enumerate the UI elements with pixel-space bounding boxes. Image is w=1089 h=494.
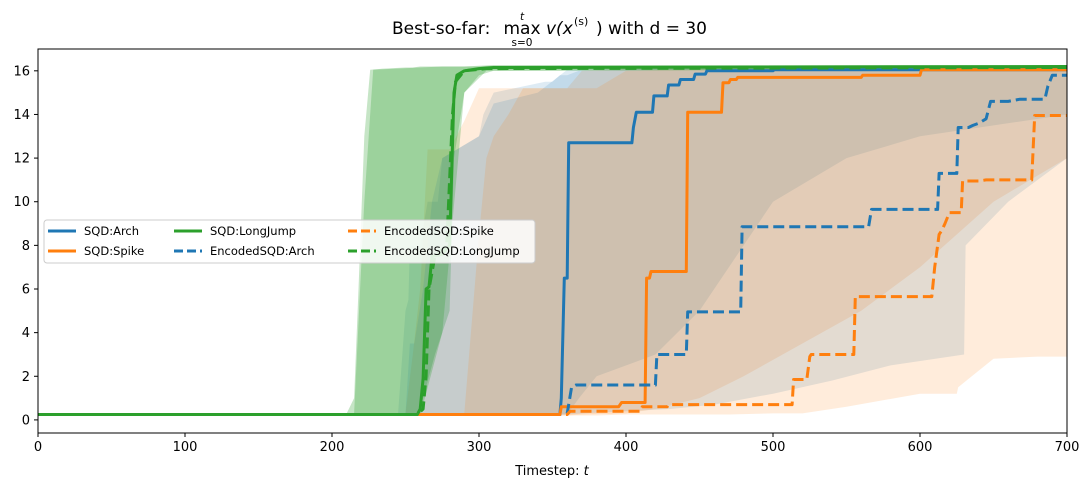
legend: SQD:Arch SQD:Spike SQD:LongJump EncodedSQD:… xyxy=(43,219,536,264)
x-tick-label: 700 xyxy=(1055,440,1080,455)
x-tick-label: 600 xyxy=(908,440,933,455)
band-encodedsqd-arch xyxy=(38,66,1067,416)
x-axis-title-var: t xyxy=(584,464,590,479)
y-tick-label: 2 xyxy=(22,370,30,385)
y-tick-label: 12 xyxy=(13,152,30,167)
legend-box xyxy=(43,219,536,264)
y-tick-label: 16 xyxy=(13,64,30,79)
y-tick-label: 6 xyxy=(22,283,30,298)
legend-label-sqd-arch: SQD:Arch xyxy=(84,224,139,238)
band-encodedsqd-spike xyxy=(38,66,1067,416)
x-tick-label: 300 xyxy=(467,440,492,455)
title-op-upper: t xyxy=(520,11,525,23)
line-sqd-spike xyxy=(38,68,1067,416)
band-sqd-arch xyxy=(38,66,1067,416)
y-tick-label: 10 xyxy=(13,195,30,210)
title-expr-sup: (s) xyxy=(574,15,588,28)
x-axis-title-text: Timestep: xyxy=(514,464,583,479)
legend-label-encodedsqd-longjump: EncodedSQD:LongJump xyxy=(384,244,520,258)
chart-title: Best-so-far: t max s=0 v(x (s) ) with d … xyxy=(392,11,707,49)
y-tick-label: 8 xyxy=(22,239,30,254)
title-prefix: Best-so-far: xyxy=(392,19,490,39)
line-sqd-arch xyxy=(38,68,1067,416)
x-tick-label: 500 xyxy=(761,440,786,455)
x-tick-label: 200 xyxy=(320,440,345,455)
legend-label-encodedsqd-arch: EncodedSQD:Arch xyxy=(210,244,315,258)
y-tick-label: 14 xyxy=(13,108,30,123)
x-tick-label: 0 xyxy=(34,440,42,455)
title-op: max xyxy=(503,19,540,39)
legend-label-encodedsqd-spike: EncodedSQD:Spike xyxy=(384,224,494,238)
title-expr-a: v(x xyxy=(546,19,574,39)
y-tick-label: 4 xyxy=(22,326,30,341)
x-tick-label: 100 xyxy=(173,440,198,455)
title-op-lower: s=0 xyxy=(512,37,533,49)
title-expr-b: ) with d = 30 xyxy=(596,19,707,39)
x-axis: 0 100 200 300 400 500 600 700 xyxy=(34,433,1080,455)
confidence-bands xyxy=(38,65,1067,416)
legend-label-sqd-longjump: SQD:LongJump xyxy=(210,224,296,238)
x-axis-title: Timestep: t xyxy=(514,464,589,479)
line-encodedsqd-arch xyxy=(38,73,1067,416)
x-tick-label: 400 xyxy=(614,440,639,455)
band-sqd-spike xyxy=(38,66,1067,416)
y-tick-label: 0 xyxy=(22,413,30,428)
legend-label-sqd-spike: SQD:Spike xyxy=(84,244,144,258)
y-axis: 0 2 4 6 8 10 12 14 16 xyxy=(13,64,38,428)
line-encodedsqd-spike xyxy=(38,114,1067,416)
plot-frame xyxy=(37,48,1068,434)
